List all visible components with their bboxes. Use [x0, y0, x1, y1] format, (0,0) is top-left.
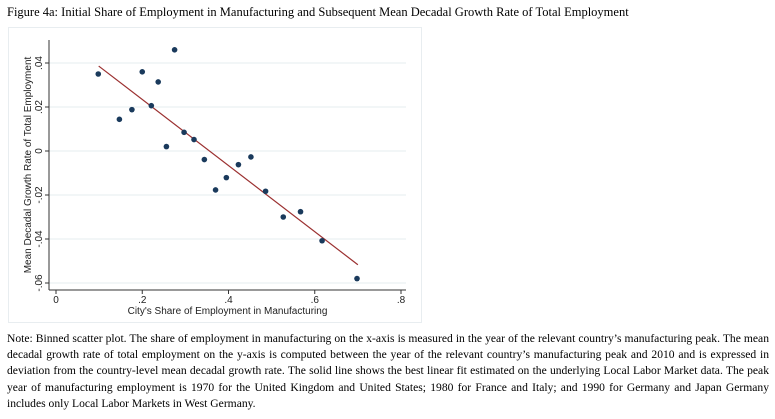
data-point [235, 161, 242, 168]
data-point [201, 156, 208, 163]
data-point [155, 79, 162, 85]
figure-note: Note: Binned scatter plot. The share of … [7, 332, 769, 410]
data-point [116, 116, 123, 123]
y-tick-label: -.04 [34, 230, 45, 248]
x-tick-label: .6 [311, 295, 320, 306]
y-tick-label: -.06 [34, 274, 45, 292]
chart-frame [8, 27, 422, 323]
y-tick-label: 0 [34, 148, 45, 154]
data-point [129, 106, 135, 113]
x-tick-label: 0 [53, 295, 59, 306]
x-tick-label: .8 [397, 295, 406, 306]
data-point [181, 129, 187, 136]
y-tick-label: -.02 [34, 186, 45, 204]
data-point [297, 208, 304, 215]
x-axis-title: City's Share of Employment in Manufactur… [128, 306, 328, 317]
data-point [139, 69, 146, 75]
data-point [212, 187, 219, 193]
data-point [262, 188, 269, 195]
data-point [223, 174, 230, 181]
data-point [191, 136, 197, 143]
data-point [163, 143, 170, 150]
data-point [354, 275, 360, 282]
x-tick-label: .2 [138, 295, 147, 306]
y-axis-title: Mean Decadal Growth Rate of Total Employ… [23, 56, 34, 273]
data-point [171, 47, 178, 53]
data-point [280, 214, 287, 220]
y-tick-label: .02 [34, 100, 45, 114]
y-tick-label: .04 [34, 56, 45, 70]
data-point [148, 102, 155, 109]
x-tick-label: .4 [224, 295, 233, 306]
figure-title: Figure 4a: Initial Share of Employment i… [7, 5, 629, 19]
data-point [319, 237, 325, 244]
data-point [248, 154, 254, 160]
fit-line [98, 65, 359, 266]
data-point [95, 71, 102, 77]
